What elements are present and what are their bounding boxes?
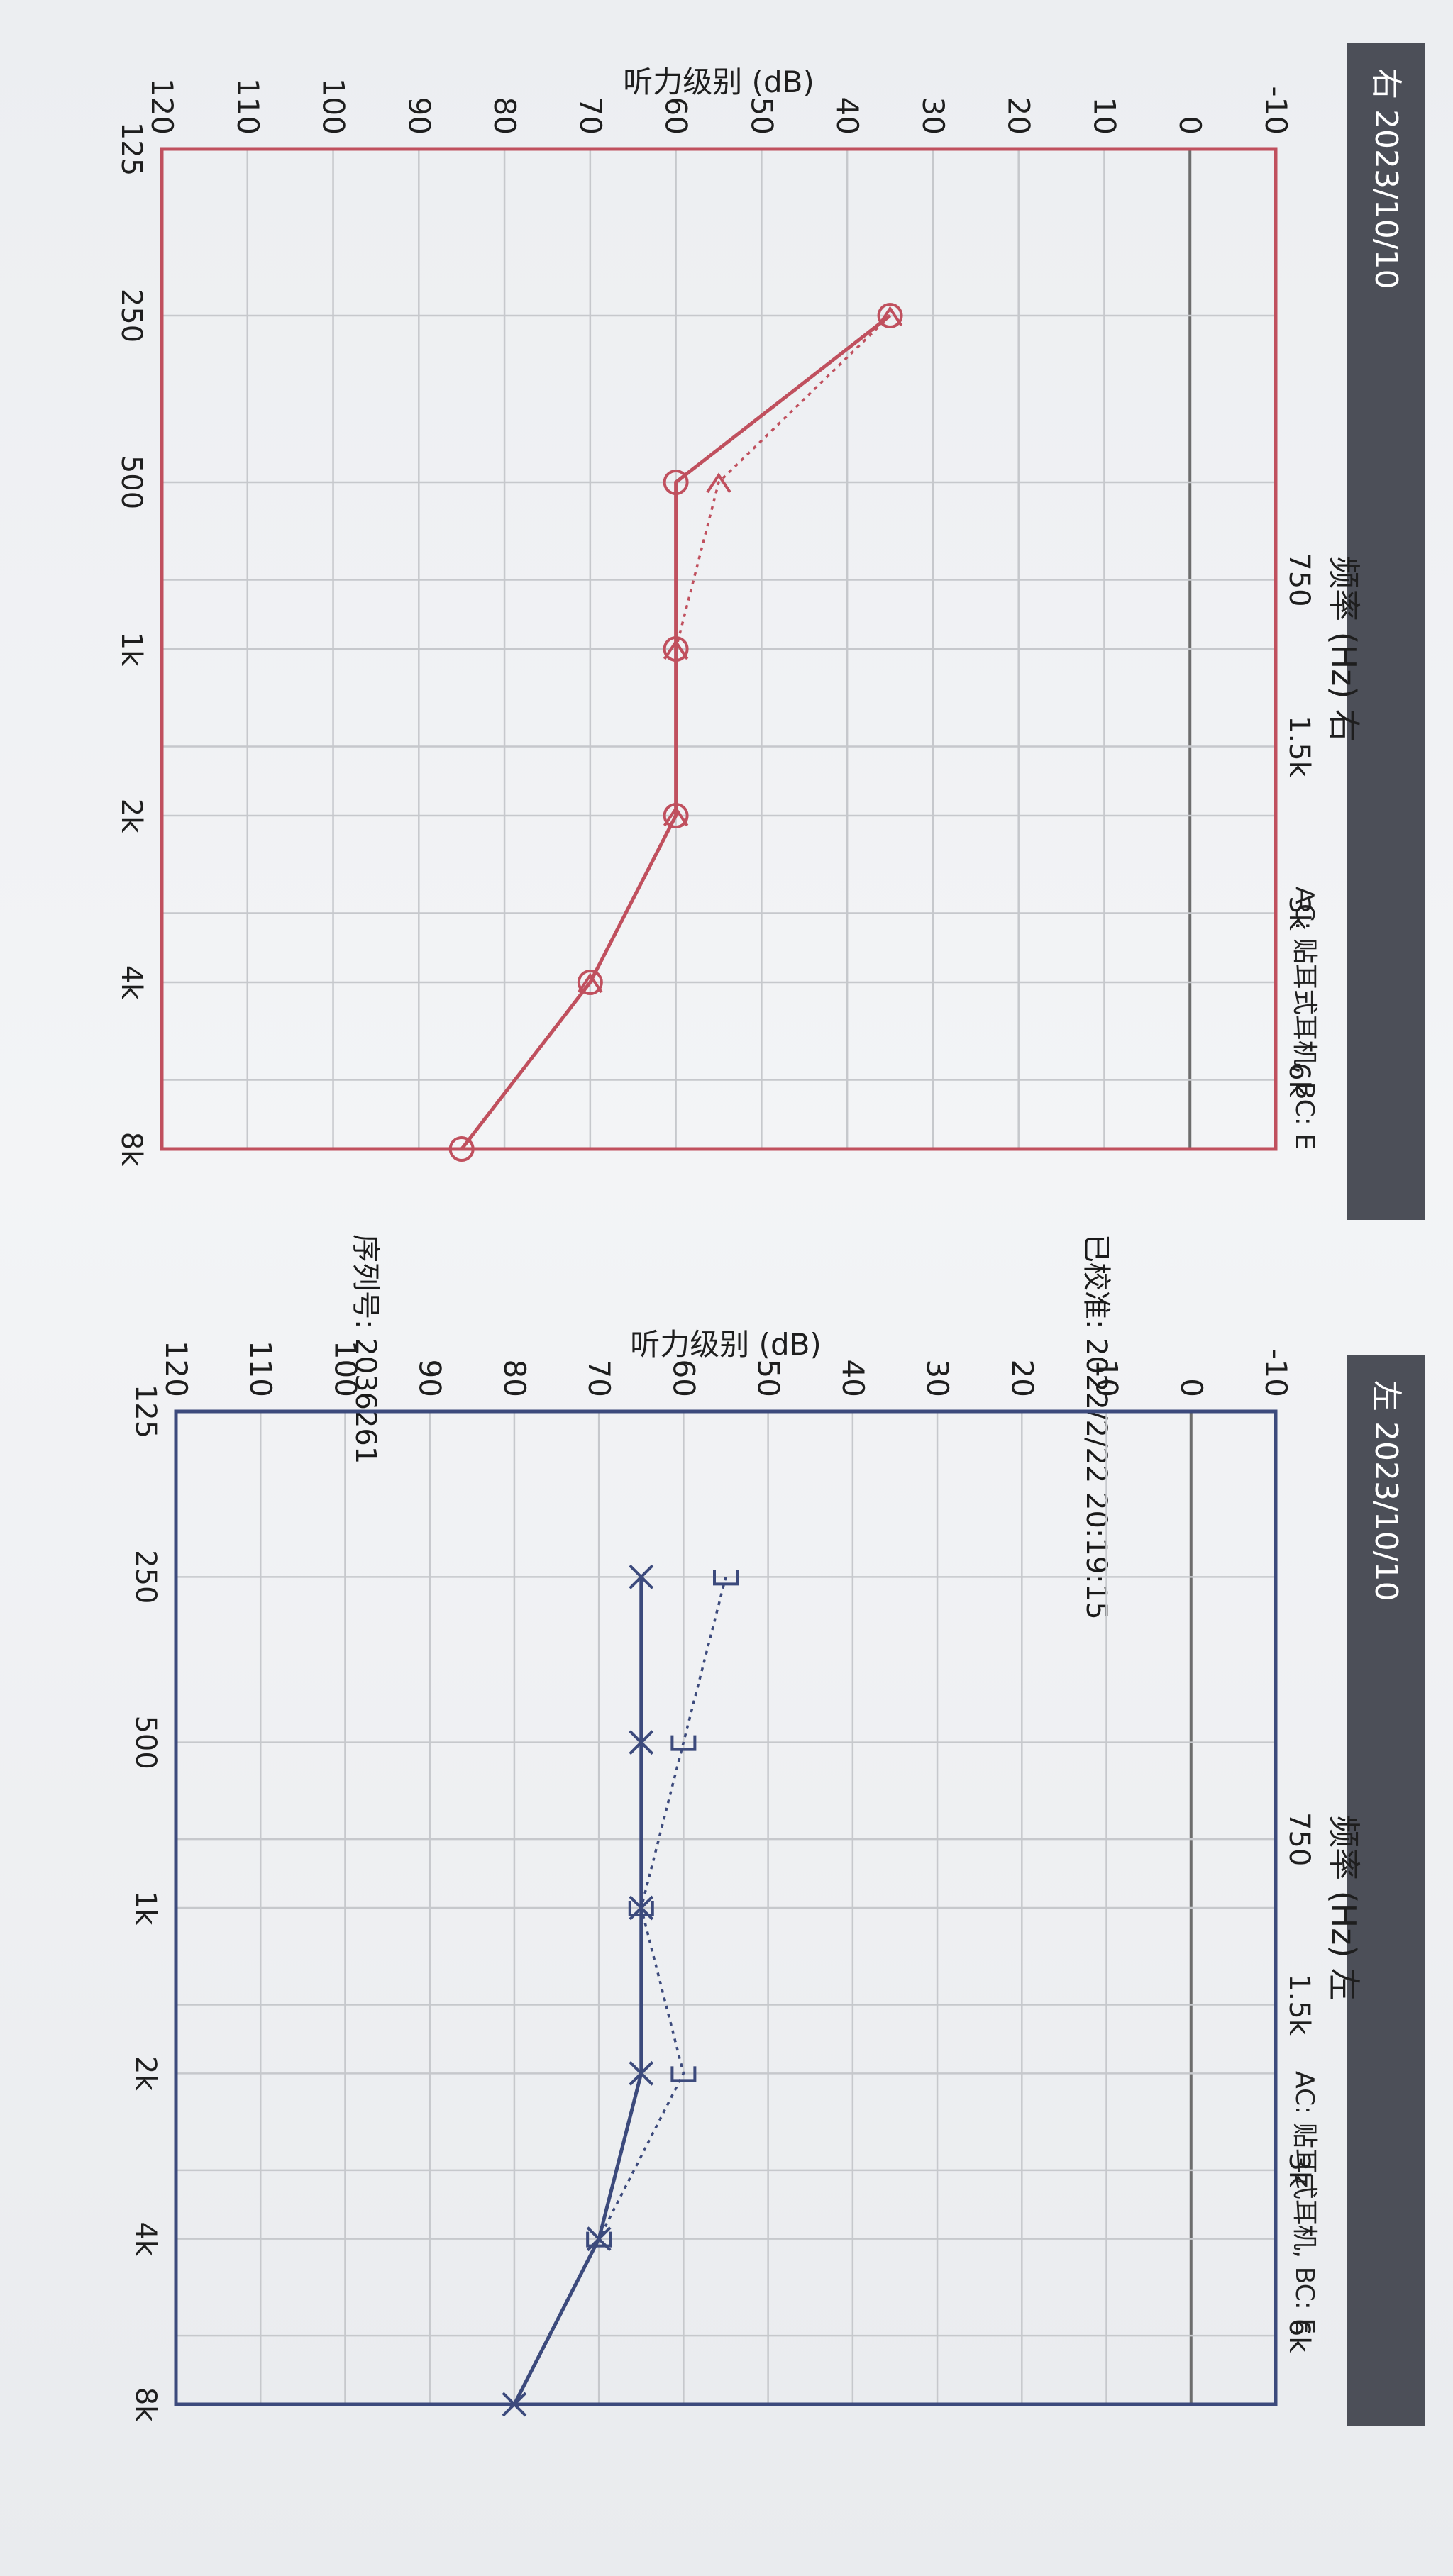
- x-tick-label: 125: [129, 1384, 162, 1438]
- y-tick-label: 80: [497, 1360, 532, 1397]
- y-tick-label: 60: [659, 97, 694, 135]
- marker-bc-masked: [713, 1570, 739, 1586]
- marker-bc-left: [663, 639, 689, 660]
- y-tick-label: 70: [582, 1360, 617, 1397]
- y-tick-label: 10: [1087, 97, 1122, 135]
- x-tick-label: 1k: [115, 632, 148, 667]
- series-line: [597, 1576, 727, 2240]
- x-tick-label: 2k: [115, 799, 148, 833]
- x-tick-label-secondary: 3k: [1283, 2153, 1315, 2188]
- marker-x: [629, 1730, 654, 1755]
- marker-x: [502, 2392, 527, 2417]
- y-tick-label: 100: [316, 78, 351, 135]
- x-tick-label: 1k: [129, 1891, 162, 1926]
- x-tick-label: 500: [115, 455, 148, 509]
- marker-circle: [663, 636, 689, 662]
- y-tick-label: 20: [1002, 97, 1037, 135]
- series-line: [589, 314, 891, 983]
- y-tick-label: 90: [402, 97, 436, 135]
- marker-bc-masked: [628, 1901, 654, 1916]
- marker-circle: [663, 470, 689, 495]
- x-tick-label: 4k: [115, 965, 148, 1000]
- y-tick-label: 90: [413, 1360, 448, 1397]
- x-axis-title: 频率 (Hz) 左: [1325, 1815, 1363, 2001]
- y-tick-label: 30: [920, 1360, 955, 1397]
- x-tick-label: 500: [129, 1715, 162, 1769]
- x-tick-label: 2k: [129, 2056, 162, 2091]
- y-tick-label: 120: [145, 78, 179, 135]
- marker-circle: [448, 1136, 475, 1162]
- y-tick-label: -10: [1259, 86, 1293, 135]
- marker-circle: [877, 303, 903, 328]
- y-tick-label: 110: [231, 78, 265, 135]
- x-tick-label: 125: [115, 122, 148, 176]
- y-tick-label: 100: [328, 1340, 363, 1397]
- x-tick-label: 8k: [115, 1132, 148, 1167]
- y-tick-label: 110: [243, 1340, 278, 1397]
- x-tick-label: 8k: [129, 2387, 162, 2422]
- y-tick-label: 60: [666, 1360, 701, 1397]
- y-tick-label: 10: [1090, 1360, 1125, 1397]
- y-tick-label: 50: [744, 97, 779, 135]
- x-tick-label-secondary: 1.5k: [1283, 1974, 1315, 2036]
- x-tick-label-secondary: 3k: [1283, 896, 1315, 931]
- marker-bc-masked: [586, 2231, 612, 2248]
- chart-frame: [160, 147, 1278, 1151]
- y-tick-label: 30: [916, 97, 951, 135]
- marker-bc-masked: [670, 2066, 697, 2082]
- x-tick-label: 250: [115, 289, 148, 343]
- marker-circle: [577, 970, 603, 995]
- x-tick-label-secondary: 6k: [1283, 2319, 1315, 2353]
- chart-frame: [174, 1409, 1278, 2406]
- y-tick-label: -10: [1259, 1348, 1293, 1397]
- marker-circle: [663, 803, 689, 828]
- x-tick-label: 4k: [129, 2221, 162, 2256]
- y-tick-label: 40: [836, 1360, 871, 1397]
- marker-bc-left: [706, 472, 731, 494]
- marker-bc-left: [578, 972, 603, 994]
- x-axis-title: 频率 (Hz) 右: [1325, 556, 1363, 742]
- marker-bc-masked: [670, 1735, 697, 1751]
- y-axis-title: 听力级别 (dB): [623, 65, 814, 99]
- x-tick-label-secondary: 6k: [1283, 1062, 1315, 1097]
- y-tick-label: 50: [751, 1360, 786, 1397]
- marker-bc-left: [877, 306, 903, 327]
- y-tick-label: 120: [159, 1340, 194, 1397]
- y-tick-label: 80: [487, 97, 522, 135]
- y-tick-label: 70: [573, 97, 608, 135]
- x-tick-label-secondary: 750: [1283, 1812, 1315, 1866]
- marker-x: [629, 1564, 654, 1589]
- x-tick-label-secondary: 750: [1283, 553, 1315, 606]
- y-tick-label: 20: [1005, 1360, 1039, 1397]
- marker-bc-left: [663, 806, 689, 827]
- y-axis-title: 听力级别 (dB): [630, 1327, 822, 1362]
- series-line: [512, 1577, 643, 2406]
- y-tick-label: 0: [1174, 1378, 1209, 1397]
- x-tick-label: 250: [129, 1550, 162, 1604]
- y-tick-label: 40: [830, 97, 865, 135]
- y-tick-label: 0: [1173, 116, 1208, 135]
- x-tick-label-secondary: 1.5k: [1283, 716, 1315, 778]
- marker-x: [629, 2060, 654, 2086]
